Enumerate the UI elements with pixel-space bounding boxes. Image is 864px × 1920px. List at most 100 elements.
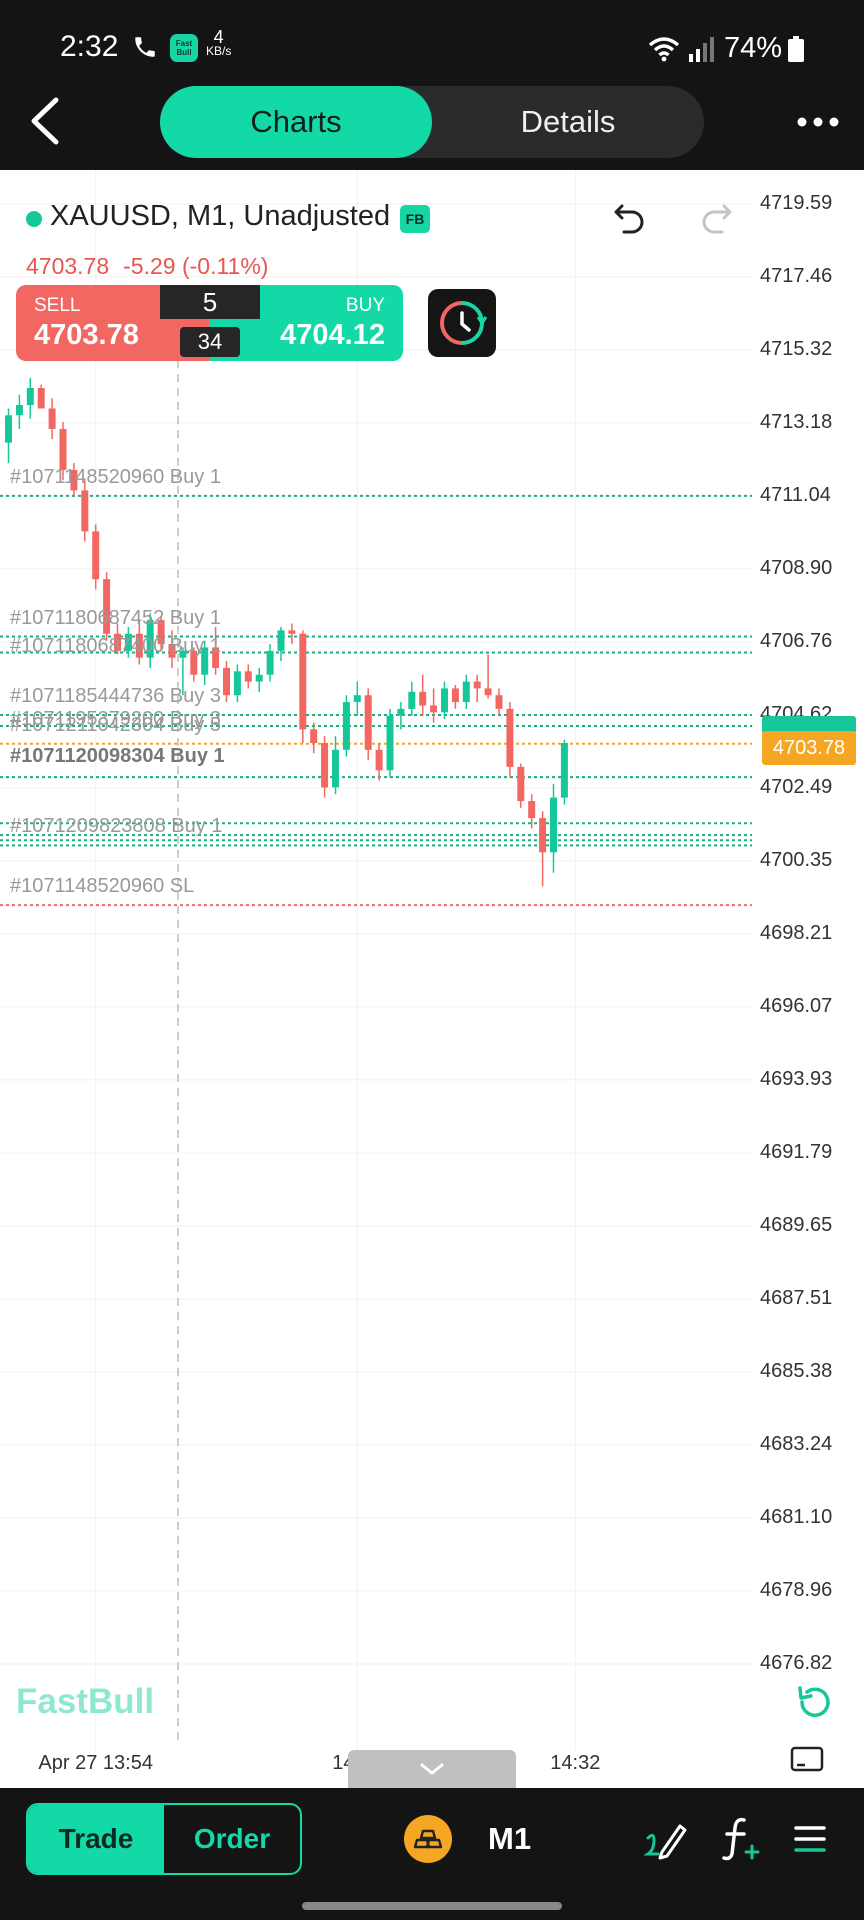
landscape-mode-icon[interactable] xyxy=(790,1746,824,1772)
trade-tab[interactable]: Trade xyxy=(28,1805,164,1873)
order-label[interactable]: #1071148520960 SL xyxy=(10,875,195,898)
price-axis-label: 4678.96 xyxy=(760,1578,833,1601)
order-label[interactable]: #1071180687400 Buy 1 xyxy=(10,634,221,657)
order-tab[interactable]: Order xyxy=(193,1823,271,1854)
price-axis-label: 4681.10 xyxy=(760,1505,833,1528)
sell-button[interactable]: SELL 4703.78 xyxy=(16,285,210,361)
candle-body xyxy=(37,387,45,409)
tab-details[interactable]: Details xyxy=(520,104,616,139)
symbol-title[interactable]: XAUUSD, M1, Unadjusted xyxy=(50,200,391,232)
candle-body xyxy=(528,801,536,819)
candle-body xyxy=(266,650,274,675)
gold-bars-icon xyxy=(413,1829,443,1849)
countdown-button[interactable] xyxy=(428,289,496,357)
price-axis-label: 4693.93 xyxy=(760,1067,833,1090)
lot-size-value[interactable]: 34 xyxy=(180,327,240,357)
price-axis-label: 4683.24 xyxy=(760,1432,833,1455)
network-speed: 4 KB/s xyxy=(206,28,232,58)
battery-percent: 74% xyxy=(724,32,783,64)
candle-body xyxy=(560,743,568,798)
order-label[interactable]: #1071120098304 Buy 1 xyxy=(10,745,225,768)
candle-body xyxy=(310,729,318,744)
hamburger-menu-icon[interactable] xyxy=(794,1824,826,1854)
candle-body xyxy=(550,797,557,853)
chevron-down-icon xyxy=(420,1763,444,1775)
reset-chart-icon[interactable] xyxy=(794,1682,834,1722)
candle-body xyxy=(15,405,23,416)
order-label[interactable]: #1071185444736 Buy 3 xyxy=(10,685,221,708)
candle-body xyxy=(451,688,459,703)
candle-body xyxy=(462,681,470,703)
view-tabs: Charts Details xyxy=(160,86,704,158)
candle-body xyxy=(48,408,56,429)
time-axis-label: 14:32 xyxy=(550,1752,601,1774)
price-axis-label: 4691.79 xyxy=(760,1140,833,1163)
candle-body xyxy=(168,644,176,658)
candle-body xyxy=(332,749,339,788)
spread-value: 5 xyxy=(160,285,260,319)
redo-icon[interactable] xyxy=(698,198,734,238)
order-label[interactable]: #1071148520960 Buy 1 xyxy=(10,465,221,488)
order-label[interactable]: #1071209823808 Buy 1 xyxy=(10,815,223,838)
candle-body xyxy=(26,387,34,406)
undo-icon[interactable] xyxy=(612,198,648,238)
candle-body xyxy=(81,490,89,532)
price-axis-label: 4715.32 xyxy=(760,337,833,360)
quote-line: 4703.78 -5.29 (-0.11%) xyxy=(26,253,282,280)
order-label[interactable]: #1071211042304 Buy 5 xyxy=(10,713,221,736)
candle-body xyxy=(255,674,263,682)
candle-body xyxy=(179,650,187,658)
collapse-panel-handle[interactable] xyxy=(348,1750,516,1788)
price-axis-label: 4711.04 xyxy=(760,483,831,506)
candle-body xyxy=(288,630,296,634)
wifi-icon xyxy=(648,37,680,62)
battery-icon xyxy=(788,36,804,62)
price-axis-label: 4689.65 xyxy=(760,1214,833,1237)
timeframe-selector[interactable]: M1 xyxy=(488,1821,532,1856)
candle-body xyxy=(233,671,241,696)
time-axis-label: Apr 27 13:54 xyxy=(38,1752,153,1774)
candle-body xyxy=(419,691,427,706)
candle-body xyxy=(539,818,547,853)
gold-symbol-icon[interactable] xyxy=(404,1815,452,1863)
more-options-icon[interactable] xyxy=(796,112,840,132)
candle-body xyxy=(484,688,492,696)
order-label[interactable]: #1071195379200 Buy 3 xyxy=(10,707,221,730)
candle-body xyxy=(135,633,143,658)
price-axis-label: 4700.35 xyxy=(760,848,833,871)
candle-body xyxy=(244,671,252,682)
order-label[interactable]: #1071180687452 Buy 1 xyxy=(10,606,221,629)
candle-body xyxy=(506,708,514,767)
candle-body xyxy=(157,620,165,645)
network-speed-unit: KB/s xyxy=(206,44,232,58)
price-axis-label: 4719.59 xyxy=(760,192,833,214)
back-arrow-icon[interactable] xyxy=(26,96,64,146)
candle-body xyxy=(146,620,154,658)
candle-body xyxy=(375,749,383,771)
tab-charts[interactable]: Charts xyxy=(160,86,432,158)
price-axis-label: 4717.46 xyxy=(760,264,833,287)
candle-body xyxy=(441,688,448,713)
price-chart[interactable] xyxy=(0,170,864,1788)
candle-body xyxy=(190,650,198,675)
top-bar: 2:32 Fast Bull 4 KB/s 74% xyxy=(0,0,864,170)
market-open-dot xyxy=(26,211,42,227)
trade-order-toggle: Trade Order xyxy=(26,1803,302,1875)
candle-body xyxy=(124,633,132,651)
candle-body xyxy=(430,705,438,713)
candle-body xyxy=(92,531,100,580)
candle-body xyxy=(114,633,121,651)
candle-body xyxy=(201,647,209,675)
bottom-toolbar: Trade Order M1 xyxy=(0,1788,864,1920)
position-price-tag xyxy=(762,716,856,732)
candle-body xyxy=(473,681,481,689)
cell-signal-icon xyxy=(689,37,714,62)
price-axis-label: 4702.49 xyxy=(760,775,833,798)
drawing-tools-icon[interactable] xyxy=(644,1818,688,1860)
price-axis-label: 4696.07 xyxy=(760,994,833,1017)
indicators-icon[interactable] xyxy=(722,1816,762,1862)
home-indicator xyxy=(302,1902,562,1910)
candle-body xyxy=(321,743,329,788)
price-axis-label: 4676.82 xyxy=(760,1652,833,1674)
